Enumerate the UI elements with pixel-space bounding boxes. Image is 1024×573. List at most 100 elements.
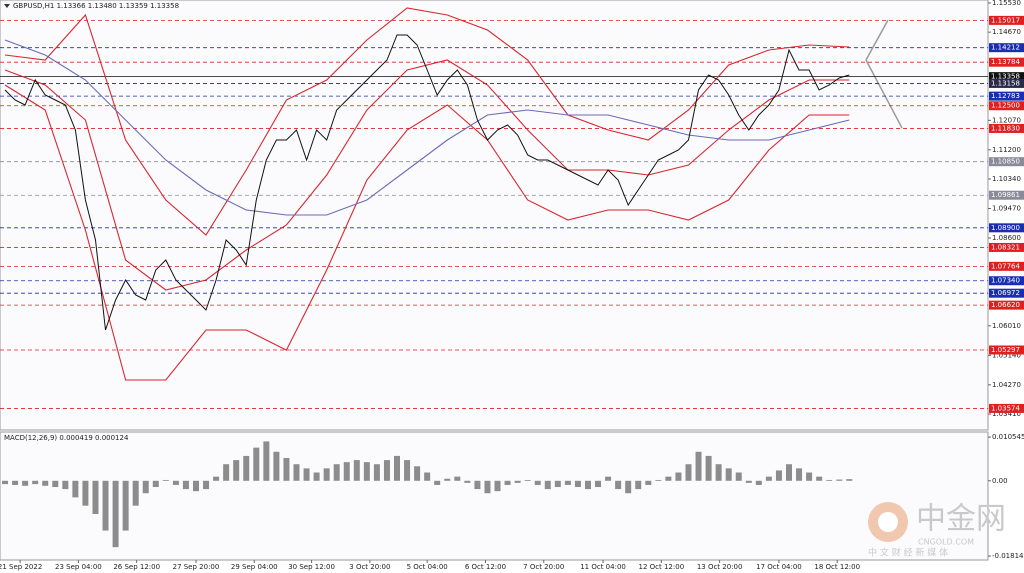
price-line <box>4 34 850 331</box>
macd-bar <box>595 480 602 488</box>
macd-bar <box>534 480 541 485</box>
macd-bar <box>785 464 792 481</box>
level-tag <box>989 78 1024 88</box>
macd-bar <box>424 472 431 481</box>
macd-bar <box>253 447 260 481</box>
macd-bar <box>363 462 370 481</box>
menu-arrow <box>4 4 10 8</box>
level-tag <box>989 223 1024 233</box>
macd-bar <box>846 479 853 481</box>
level-label: 1.13158 <box>991 79 1020 87</box>
macd-bar <box>42 480 49 486</box>
macd-bar <box>213 476 220 481</box>
macd-bar <box>745 480 752 483</box>
indicator-line <box>4 39 850 216</box>
x-tick-label: 6 Oct 12:00 <box>465 563 506 571</box>
macd-bar <box>554 480 561 488</box>
y-tick-label: 1.09470 <box>992 204 1021 212</box>
macd-bar <box>383 460 390 481</box>
indicator-line <box>4 84 850 381</box>
macd-bar <box>62 480 69 490</box>
macd-bar <box>464 480 471 483</box>
level-label: 1.07764 <box>991 262 1020 270</box>
y-tick-label: 1.10340 <box>992 175 1021 183</box>
macd-bar <box>303 468 310 481</box>
y-tick-label: 1.11200 <box>992 146 1021 154</box>
macd-bar <box>142 480 149 494</box>
arrow-up <box>865 19 889 61</box>
macd-bar <box>112 480 119 548</box>
macd-bar <box>12 480 19 485</box>
macd-bar <box>484 480 491 494</box>
level-label: 1.08321 <box>991 243 1020 251</box>
watermark-brand: 中金网 <box>916 502 1006 537</box>
macd-bar <box>203 480 210 490</box>
macd-bar <box>705 455 712 481</box>
forecast-arrows <box>865 19 903 129</box>
macd-bar <box>514 480 521 483</box>
macd-bar <box>765 476 772 481</box>
macd-tick-label: 0.00 <box>992 477 1008 485</box>
x-tick-label: 21 Sep 2022 <box>0 563 42 571</box>
macd-tick-label: -0.018145 <box>992 552 1024 560</box>
level-tag <box>989 190 1024 200</box>
level-tag <box>989 300 1024 310</box>
y-tick-label: 1.08600 <box>992 234 1021 242</box>
macd-bar <box>655 479 662 481</box>
macd-bar <box>152 480 159 488</box>
macd-bar <box>323 468 330 481</box>
y-tick-label: 1.14670 <box>992 28 1021 36</box>
level-label: 1.11830 <box>991 124 1020 132</box>
x-tick-label: 27 Sep 20:00 <box>173 563 220 571</box>
macd-bar <box>394 455 401 481</box>
macd-bar <box>544 480 551 490</box>
macd-bar <box>223 464 230 481</box>
level-tag <box>989 43 1024 53</box>
level-tag <box>989 101 1024 111</box>
macd-bar <box>162 479 169 481</box>
macd-bar <box>182 480 189 490</box>
y-tick-label: 1.03410 <box>992 410 1021 418</box>
macd-bar <box>72 480 79 498</box>
macd-bar <box>233 460 240 481</box>
macd-bar <box>715 464 722 481</box>
level-tag <box>989 261 1024 271</box>
macd-bar <box>92 480 99 514</box>
level-tag <box>989 57 1024 67</box>
level-label: 1.15017 <box>991 16 1020 24</box>
macd-bar <box>836 479 843 481</box>
macd-bar <box>132 480 139 506</box>
macd-bar <box>102 480 109 531</box>
macd-bar <box>273 451 280 481</box>
level-label: 1.14212 <box>991 44 1020 52</box>
macd-bar <box>192 480 199 492</box>
macd-bar <box>564 480 571 485</box>
x-tick-label: 11 Oct 04:00 <box>580 563 626 571</box>
indicator-line <box>4 7 850 236</box>
level-tag <box>989 15 1024 25</box>
level-label: 1.13784 <box>991 58 1020 66</box>
x-tick-label: 18 Oct 12:00 <box>814 563 860 571</box>
macd-bar <box>675 472 682 481</box>
x-tick-label: 3 Oct 20:00 <box>349 563 390 571</box>
macd-bar <box>454 476 461 481</box>
x-tick-label: 7 Oct 20:00 <box>523 563 564 571</box>
macd-bar <box>635 480 642 490</box>
macd-bar <box>373 464 380 481</box>
macd-bar <box>293 464 300 481</box>
macd-bar <box>2 480 9 485</box>
macd-bar <box>504 480 511 485</box>
macd-tick-label: 0.010545 <box>992 433 1024 441</box>
macd-bar <box>283 457 290 481</box>
macd-bar <box>806 472 813 481</box>
level-tag <box>989 403 1024 413</box>
macd-bar <box>625 480 632 494</box>
macd-bar <box>32 480 39 485</box>
x-tick-label: 5 Oct 04:00 <box>407 563 448 571</box>
x-tick-label: 29 Sep 04:00 <box>231 563 278 571</box>
level-tag <box>989 72 1024 82</box>
macd-bar <box>52 480 59 488</box>
watermark-site: CNGOLD.COM <box>918 538 974 547</box>
x-tick-label: 23 Sep 04:00 <box>55 563 102 571</box>
